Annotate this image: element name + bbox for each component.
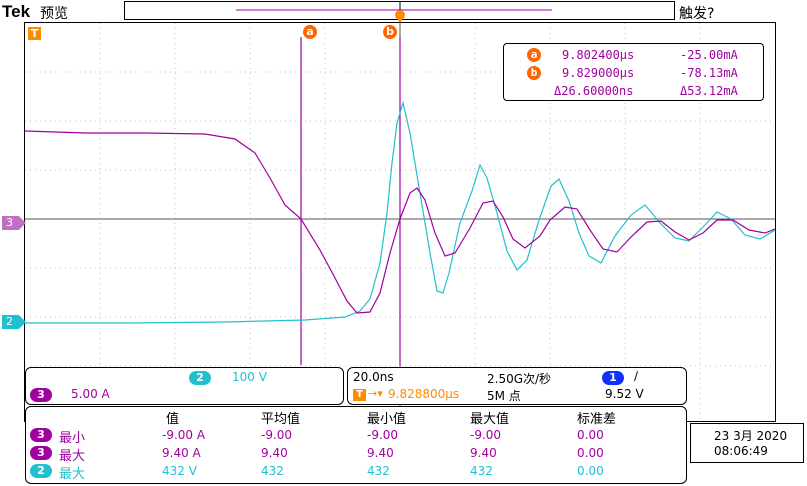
header-max: 最大值 [470,412,510,427]
brand-logo: Tek [2,2,31,21]
ch2-scale: 100 V [232,370,267,384]
datetime-panel: 23 3月 2020 08:06:49 [690,423,804,463]
cursor-delta-value: Δ53.12mA [680,84,738,98]
row-value: 432 V [162,464,197,478]
graticule [25,23,775,421]
acquisition-mode: 预览 [40,6,68,22]
row-mean: 9.40 [261,446,288,460]
record-length: 5M 点 [487,389,521,403]
table-row: 2 最大 432 V 432 432 432 0.00 [26,463,686,482]
trigger-delay-icon: T [353,389,366,401]
cursor-delta-time: Δ26.60000ns [554,84,634,98]
header-std: 标准差 [577,412,617,427]
row-value: -9.00 A [162,428,206,442]
cursor-b-marker[interactable]: b [383,25,397,39]
header-value: 值 [166,412,180,427]
timebase-panel[interactable]: 20.0ns 2.50G次/秒 1 ∕ T →▾ 9.828800µs 5M 点… [347,367,687,405]
trigger-status: 触发? [679,6,715,22]
row-channel-badge: 2 [30,464,52,478]
ch2-badge: 2 [189,371,211,385]
row-min: 9.40 [367,446,394,460]
row-type: 最大 [59,467,86,482]
table-row: 3 最小 -9.00 A -9.00 -9.00 -9.00 0.00 [26,427,686,446]
ch3-badge: 3 [30,388,52,402]
row-value: 9.40 A [162,446,201,460]
ch2-ground-marker[interactable]: 2 [2,315,26,329]
time-display: 08:06:49 [714,444,768,458]
header-mean: 平均值 [261,412,301,427]
row-max: 432 [470,464,493,478]
trigger-position-marker[interactable] [394,3,406,23]
row-std: 0.00 [577,446,604,460]
row-channel-badge: 3 [30,428,52,442]
cursor-a-marker[interactable]: a [303,25,317,39]
row-max: -9.00 [470,428,502,442]
trigger-position: 9.828800µs [388,387,460,401]
cursor-a-value: -25.00mA [680,48,738,62]
cursor-b-badge: b [527,66,541,80]
sample-rate: 2.50G次/秒 [487,372,552,386]
ch3-ground-marker[interactable]: 3 [2,216,26,230]
row-std: 0.00 [577,428,604,442]
date-display: 23 3月 2020 [714,429,788,443]
row-min: -9.00 [367,428,399,442]
trigger-slope-icon: ∕ [634,369,639,383]
ch3-scale: 5.00 A [71,387,110,401]
trigger-t-icon: T [28,27,41,40]
row-mean: 432 [261,464,284,478]
cursor-b-time: 9.829000µs [562,66,635,80]
horizontal-scale: 20.0ns [353,370,394,384]
cursor-readout[interactable]: a 9.802400µs -25.00mA b 9.829000µs -78.1… [503,43,764,101]
row-type: 最小 [59,431,86,446]
header-min: 最小值 [367,412,407,427]
row-mean: -9.00 [261,428,293,442]
row-channel-badge: 3 [30,446,52,460]
measurements-panel[interactable]: 值 平均值 最小值 最大值 标准差 3 最小 -9.00 A -9.00 -9.… [25,406,687,484]
row-std: 0.00 [577,464,604,478]
table-row: 3 最大 9.40 A 9.40 9.40 9.40 0.00 [26,445,686,464]
cursor-a-badge: a [527,48,541,62]
cursor-a-time: 9.802400µs [562,48,635,62]
row-min: 432 [367,464,390,478]
delay-arrow-icon: →▾ [368,387,383,400]
channel-scale-panel[interactable]: 2 100 V 3 5.00 A [25,367,344,405]
trigger-channel-badge: 1 [602,371,624,385]
row-max: 9.40 [470,446,497,460]
row-type: 最大 [59,449,86,464]
trigger-level: 9.52 V [605,387,644,401]
cursor-b-value: -78.13mA [680,66,738,80]
